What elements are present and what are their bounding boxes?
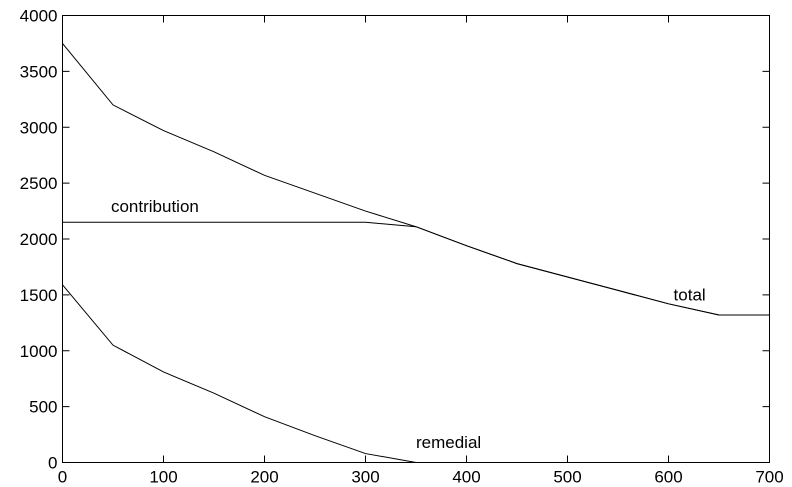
plot-area-frame bbox=[62, 15, 770, 463]
tick-labels: 0 100 200 300 400 500 600 700 0 500 1000 1500 2000 25… bbox=[20, 7, 784, 487]
y-tick-label-8: 4000 bbox=[20, 7, 58, 26]
tick-marks bbox=[62, 15, 770, 463]
x-tick-label-4: 400 bbox=[452, 468, 480, 487]
x-tick-label-5: 500 bbox=[553, 468, 581, 487]
series-lines bbox=[62, 43, 770, 463]
y-tick-label-3: 1500 bbox=[20, 286, 58, 305]
y-tick-label-6: 3000 bbox=[20, 118, 58, 137]
annotation-contribution: contribution bbox=[111, 197, 199, 216]
x-tick-label-0: 0 bbox=[58, 468, 67, 487]
series-line-remedial bbox=[62, 284, 417, 463]
x-tick-label-7: 700 bbox=[755, 468, 783, 487]
y-tick-label-4: 2000 bbox=[20, 230, 58, 249]
x-tick-label-2: 200 bbox=[250, 468, 278, 487]
y-tick-label-0: 0 bbox=[48, 454, 57, 473]
x-tick-label-3: 300 bbox=[351, 468, 379, 487]
y-tick-label-5: 2500 bbox=[20, 174, 58, 193]
y-tick-label-1: 500 bbox=[29, 398, 57, 417]
series-line-contribution bbox=[62, 221, 770, 316]
series-line-total bbox=[62, 43, 770, 316]
y-tick-label-2: 1000 bbox=[20, 342, 58, 361]
y-tick-label-7: 3500 bbox=[20, 62, 58, 81]
annotations: contribution total remedial bbox=[111, 197, 706, 452]
x-tick-label-6: 600 bbox=[654, 468, 682, 487]
x-tick-label-1: 100 bbox=[149, 468, 177, 487]
annotation-total: total bbox=[674, 285, 706, 304]
annotation-remedial: remedial bbox=[416, 433, 481, 452]
